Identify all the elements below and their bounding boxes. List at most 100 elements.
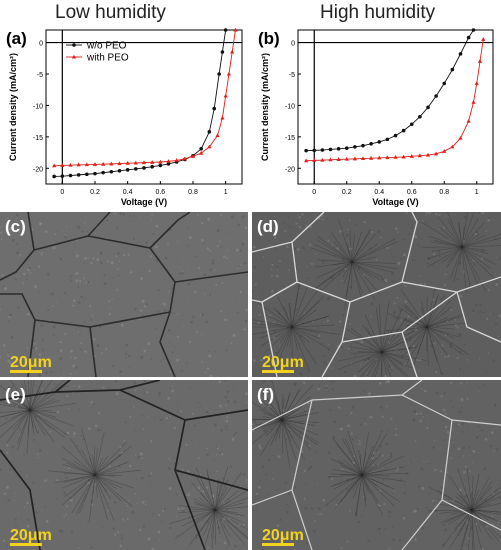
texture-speck (470, 503, 472, 504)
texture-speck (368, 335, 370, 337)
texture-speck (310, 507, 314, 511)
texture-speck (270, 274, 274, 277)
texture-speck (150, 219, 152, 221)
texture-speck (407, 315, 409, 317)
texture-speck (487, 312, 489, 314)
radial-crystal-streak (291, 324, 335, 328)
x-tick-label: 0.6 (155, 189, 165, 196)
texture-speck (312, 342, 314, 344)
radial-crystal-streak (270, 326, 293, 367)
texture-speck (326, 319, 329, 322)
texture-speck (304, 312, 306, 314)
texture-speck (103, 273, 106, 277)
texture-speck (395, 334, 397, 336)
texture-speck (101, 352, 104, 355)
texture-speck (463, 400, 464, 402)
texture-speck (92, 257, 95, 260)
texture-speck (43, 389, 45, 391)
texture-speck (273, 521, 274, 523)
radial-crystal-streak (355, 474, 363, 517)
texture-speck (367, 357, 371, 361)
radial-crystal-streak (426, 326, 438, 362)
radial-crystal-streak (342, 326, 383, 353)
grain-boundary (252, 489, 293, 506)
texture-speck (383, 502, 386, 506)
radial-crystal-streak (338, 219, 353, 263)
texture-speck (84, 309, 86, 311)
texture-speck (39, 449, 42, 452)
radial-crystal-streak (351, 233, 362, 263)
texture-speck (456, 356, 459, 360)
texture-speck (328, 331, 330, 333)
texture-speck (32, 481, 35, 485)
texture-speck (464, 519, 468, 522)
texture-speck (439, 255, 441, 257)
texture-speck (92, 337, 96, 341)
texture-speck (295, 308, 298, 312)
radial-crystal-streak (291, 286, 308, 328)
texture-speck (49, 430, 52, 433)
texture-speck (452, 473, 454, 476)
texture-speck (237, 267, 239, 270)
texture-speck (317, 507, 321, 510)
data-point (166, 159, 171, 163)
texture-speck (360, 423, 363, 426)
radial-crystal-streak (471, 509, 482, 533)
texture-speck (241, 214, 245, 218)
radial-crystal-streak (342, 438, 363, 476)
data-point (434, 151, 439, 156)
texture-speck (326, 388, 328, 391)
texture-speck (493, 421, 495, 424)
texture-speck (446, 431, 450, 434)
radial-crystal-streak (317, 236, 353, 263)
texture-speck (90, 262, 93, 265)
texture-speck (253, 419, 257, 423)
texture-speck (276, 250, 278, 252)
data-point (312, 158, 317, 162)
data-point (223, 93, 228, 98)
radial-crystal-streak (263, 412, 283, 421)
texture-speck (304, 496, 307, 500)
texture-speck (416, 507, 419, 511)
texture-speck (16, 213, 20, 217)
texture-speck (201, 333, 203, 336)
texture-speck (172, 218, 174, 220)
radial-crystal-streak (351, 261, 396, 264)
texture-speck (493, 336, 495, 339)
texture-speck (245, 392, 248, 396)
radial-crystal-streak (361, 474, 381, 506)
texture-speck (446, 471, 449, 474)
texture-speck (3, 492, 7, 496)
texture-speck (220, 245, 222, 248)
texture-speck (228, 384, 230, 386)
texture-speck (66, 407, 68, 409)
texture-speck (97, 428, 101, 432)
panel-label: (e) (5, 385, 26, 404)
texture-speck (220, 421, 222, 423)
radial-crystal-streak (69, 437, 96, 476)
texture-speck (339, 320, 342, 323)
texture-speck (252, 404, 253, 406)
texture-speck (469, 470, 471, 473)
texture-speck (56, 336, 58, 338)
texture-speck (162, 212, 164, 213)
texture-speck (350, 412, 353, 415)
y-tick-label: -5 (37, 72, 43, 79)
texture-speck (297, 449, 300, 451)
texture-speck (441, 344, 444, 347)
texture-speck (1, 274, 4, 277)
scale-bar-label: 20μm (262, 527, 304, 544)
texture-speck (77, 301, 81, 304)
texture-speck (400, 325, 402, 327)
radial-crystal-streak (346, 474, 363, 493)
texture-speck (492, 450, 495, 452)
radial-crystal-streak (449, 475, 473, 511)
texture-speck (144, 503, 147, 506)
texture-speck (498, 314, 501, 318)
texture-speck (474, 232, 477, 236)
texture-speck (415, 412, 418, 416)
data-point (101, 161, 106, 166)
x-tick-label: 0.6 (407, 189, 417, 196)
grain-boundary (184, 409, 248, 421)
texture-speck (398, 278, 401, 280)
